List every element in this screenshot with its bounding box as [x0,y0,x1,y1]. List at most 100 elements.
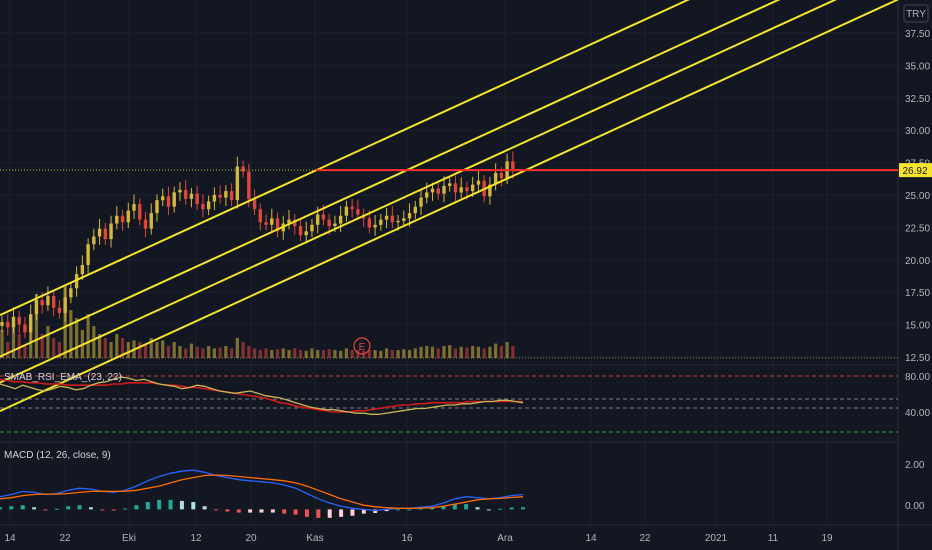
macd-pane[interactable]: MACD (12, 26, close, 9) 2.00 0.00 [0,450,925,518]
candle-body [373,224,377,228]
channel-line[interactable] [0,0,899,412]
macd-hist-bar [191,501,196,510]
candle-body [287,219,291,224]
macd-line [0,469,524,512]
volume-bar [494,343,498,358]
candle-body [80,264,85,275]
candle-body [224,191,228,198]
volume-bar [247,346,251,358]
volume-bar [155,342,159,358]
candle-body [476,180,481,185]
candle-body [46,296,50,306]
volume-bars [0,286,515,358]
candle-body [384,215,389,220]
volume-bar [448,345,452,358]
volume-bar [258,350,262,358]
candle-body [212,195,217,202]
candle-body [298,226,303,236]
macd-hist-bar [430,507,435,510]
time-tick-label: Eki [122,533,136,544]
macd-hist-bar [66,506,71,510]
volume-bar [396,350,400,358]
candle-body [396,220,400,223]
candle-body [390,215,395,223]
candle-body [51,296,56,308]
volume-bar [390,350,394,358]
channel-line[interactable] [0,0,898,317]
price-tick-label: 17.50 [905,288,930,299]
volume-bar [293,348,297,358]
volume-bar [442,346,446,358]
candle-body [57,307,62,313]
candle-body [195,193,199,205]
last-price-text: 26.92 [902,166,927,177]
volume-bar [453,348,458,358]
last-price-tag: 26.92 [899,163,932,178]
time-axis[interactable]: 14 22 Eki 12 20 Kas 16 Ara 14 22 2021 11 19 [4,533,833,544]
candle-body [74,274,79,289]
macd-hist-bar [9,506,14,510]
time-tick-label: Ara [497,533,513,544]
candle-body [34,299,39,315]
candle-body [189,193,194,199]
candle-body [218,195,222,198]
volume-bar [109,342,113,358]
pitchfork-channel[interactable] [0,0,899,412]
macd-hist-bar [20,505,25,510]
volume-bar [6,342,10,358]
time-tick-label: 14 [585,533,597,544]
macd-hist-bar [259,509,264,513]
macd-hist-bar [339,509,344,517]
macd-hist-bar [168,499,173,510]
volume-bar [166,346,171,358]
macd-hist-bar [214,509,219,511]
candle-body [425,192,429,198]
volume-bar [281,348,285,358]
time-tick-label: 20 [245,533,257,544]
rsi-pane[interactable]: SMAB_RSI_EMA_(23, 22) 80.00 40.00 [0,372,930,433]
price-tick-label: 12.50 [905,353,930,364]
macd-indicator-label[interactable]: MACD (12, 26, close, 9) [4,450,111,461]
price-tick-label: 22.50 [905,223,930,234]
volume-bar [413,348,417,358]
volume-bar [471,346,475,358]
candle-body [470,184,475,192]
candle-body [304,231,308,236]
volume-bar [218,347,222,358]
macd-hist-bar [384,509,389,512]
candle-body [402,218,406,221]
volume-bar [425,346,429,358]
volume-bar [195,346,199,358]
candle-body [143,219,148,229]
time-tick-label: 22 [59,533,71,544]
candle-body [92,236,96,245]
time-tick-label: Kas [306,533,323,544]
candle-body [69,288,73,298]
candle-body [241,166,245,172]
candle-body [235,166,240,201]
candle-body [327,219,331,227]
macd-hist-bar [236,509,241,513]
candle-body [126,210,130,223]
macd-hist-bar [225,509,230,512]
price-tick-label: 20.00 [905,256,930,267]
candle-body [459,187,463,193]
volume-bar [511,346,515,358]
volume-bar [356,350,360,358]
macd-hist-bar [373,509,378,513]
currency-button[interactable]: TRY [903,4,929,23]
candle-body [430,188,435,193]
volume-bar [499,346,503,358]
earnings-marker[interactable]: E [353,337,371,355]
channel-line[interactable] [0,0,898,358]
time-tick-label: 19 [821,533,833,544]
volume-bar [482,348,486,358]
volume-bar [40,334,44,358]
volume-bar [270,350,274,358]
rsi-indicator-label[interactable]: SMAB_RSI_EMA_(23, 22) [4,372,122,383]
volume-bar [465,347,469,358]
macd-hist-bar [293,509,298,515]
channel-line[interactable] [0,0,898,384]
volume-bar [333,350,337,358]
